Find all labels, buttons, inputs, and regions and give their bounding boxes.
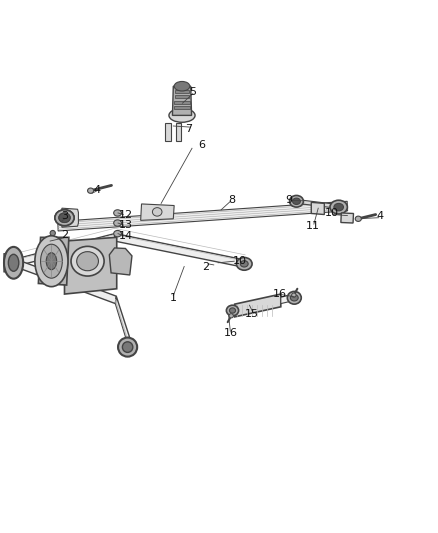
- Text: 9: 9: [285, 195, 292, 205]
- Polygon shape: [110, 248, 132, 275]
- Text: 4: 4: [377, 211, 384, 221]
- Text: 16: 16: [273, 289, 287, 299]
- Polygon shape: [14, 259, 76, 289]
- Ellipse shape: [290, 295, 298, 301]
- Polygon shape: [173, 86, 191, 115]
- Polygon shape: [176, 123, 181, 141]
- Text: 2: 2: [202, 262, 209, 271]
- Ellipse shape: [71, 246, 104, 276]
- Ellipse shape: [330, 200, 347, 214]
- Text: 2: 2: [61, 230, 68, 240]
- Text: 10: 10: [233, 256, 247, 266]
- Text: 8: 8: [229, 195, 236, 205]
- Ellipse shape: [4, 247, 23, 279]
- Ellipse shape: [355, 216, 361, 221]
- Text: 12: 12: [118, 209, 132, 220]
- Ellipse shape: [229, 314, 233, 318]
- Ellipse shape: [8, 254, 19, 271]
- Ellipse shape: [55, 210, 74, 225]
- Ellipse shape: [237, 257, 252, 270]
- Text: 16: 16: [224, 328, 238, 338]
- Ellipse shape: [287, 292, 301, 304]
- Polygon shape: [281, 295, 292, 304]
- Ellipse shape: [118, 337, 137, 357]
- Ellipse shape: [46, 253, 57, 270]
- Polygon shape: [116, 296, 129, 343]
- Ellipse shape: [114, 220, 121, 226]
- Polygon shape: [39, 237, 69, 285]
- Polygon shape: [75, 281, 116, 304]
- Ellipse shape: [174, 82, 190, 91]
- Text: 6: 6: [198, 140, 205, 150]
- Ellipse shape: [55, 210, 74, 225]
- Polygon shape: [311, 203, 324, 215]
- Ellipse shape: [290, 196, 304, 207]
- Polygon shape: [302, 200, 337, 208]
- Ellipse shape: [114, 210, 121, 216]
- Text: 11: 11: [306, 221, 320, 231]
- Ellipse shape: [226, 305, 239, 316]
- Text: 3: 3: [61, 211, 68, 221]
- Text: 15: 15: [245, 309, 259, 319]
- Ellipse shape: [240, 261, 248, 267]
- Ellipse shape: [122, 342, 133, 352]
- Ellipse shape: [230, 308, 236, 313]
- Text: 1: 1: [170, 293, 177, 303]
- Polygon shape: [166, 123, 171, 141]
- Polygon shape: [175, 95, 189, 99]
- Ellipse shape: [77, 252, 99, 271]
- Polygon shape: [175, 90, 189, 93]
- Polygon shape: [115, 233, 246, 268]
- Text: 7: 7: [185, 124, 192, 134]
- Ellipse shape: [35, 236, 68, 287]
- Text: 14: 14: [118, 231, 132, 241]
- Ellipse shape: [41, 244, 62, 278]
- Ellipse shape: [293, 198, 300, 205]
- Ellipse shape: [88, 188, 94, 193]
- Polygon shape: [62, 208, 78, 227]
- Polygon shape: [58, 201, 348, 231]
- Polygon shape: [174, 101, 190, 104]
- Ellipse shape: [59, 213, 70, 222]
- Polygon shape: [174, 106, 190, 109]
- Polygon shape: [64, 237, 117, 294]
- Ellipse shape: [59, 213, 70, 222]
- Text: 10: 10: [325, 208, 339, 219]
- Polygon shape: [235, 294, 281, 317]
- Text: 5: 5: [189, 86, 196, 96]
- Polygon shape: [14, 233, 115, 266]
- Ellipse shape: [152, 208, 162, 216]
- Ellipse shape: [50, 230, 55, 236]
- Text: 4: 4: [94, 184, 101, 195]
- Text: 13: 13: [118, 220, 132, 230]
- Ellipse shape: [292, 293, 296, 297]
- Polygon shape: [4, 253, 14, 273]
- Polygon shape: [341, 213, 353, 223]
- Ellipse shape: [169, 109, 195, 122]
- Ellipse shape: [334, 204, 343, 211]
- Ellipse shape: [44, 239, 48, 243]
- Polygon shape: [141, 204, 174, 220]
- Ellipse shape: [114, 230, 121, 237]
